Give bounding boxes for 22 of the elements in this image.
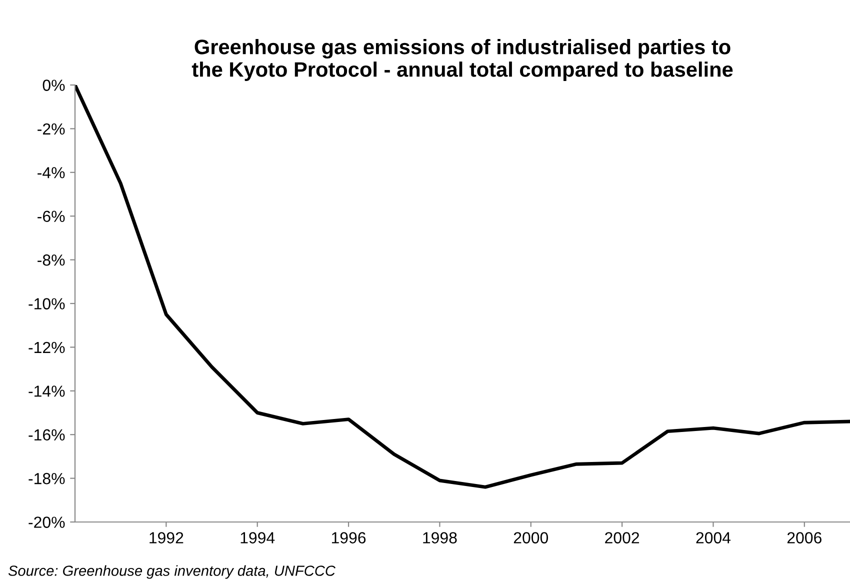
y-tick-label: 0% xyxy=(42,80,65,91)
x-tick-label: 1992 xyxy=(150,532,184,544)
x-tick-label: 1996 xyxy=(332,532,366,544)
y-tick-label: -4% xyxy=(38,167,65,178)
y-tick-label: -2% xyxy=(38,123,65,135)
x-tick-label: 2006 xyxy=(787,532,822,544)
x-tick-label: 2000 xyxy=(514,532,548,544)
y-tick-label: -6% xyxy=(38,210,65,222)
chart-title: Greenhouse gas emissions of industrialised parties to the Kyoto Protocol - annual total compared to baseline xyxy=(192,39,733,81)
x-tick-label: 2004 xyxy=(696,532,731,544)
x-tick-label: 2002 xyxy=(605,532,640,544)
x-tick-label: 1998 xyxy=(423,532,457,544)
y-tick-label: -8% xyxy=(38,254,65,266)
y-tick-label: -12% xyxy=(28,342,65,354)
x-tick-label: 1994 xyxy=(240,532,275,544)
y-tick-label: -16% xyxy=(28,429,65,441)
y-tick-label: -18% xyxy=(28,472,65,484)
y-tick-label: -14% xyxy=(28,386,65,397)
line-series xyxy=(75,85,850,489)
y-tick-label: -10% xyxy=(28,298,65,310)
source-note: Source: Greenhouse gas inventory data, UNFCCC xyxy=(8,565,336,579)
y-tick-label: -20% xyxy=(28,516,65,528)
